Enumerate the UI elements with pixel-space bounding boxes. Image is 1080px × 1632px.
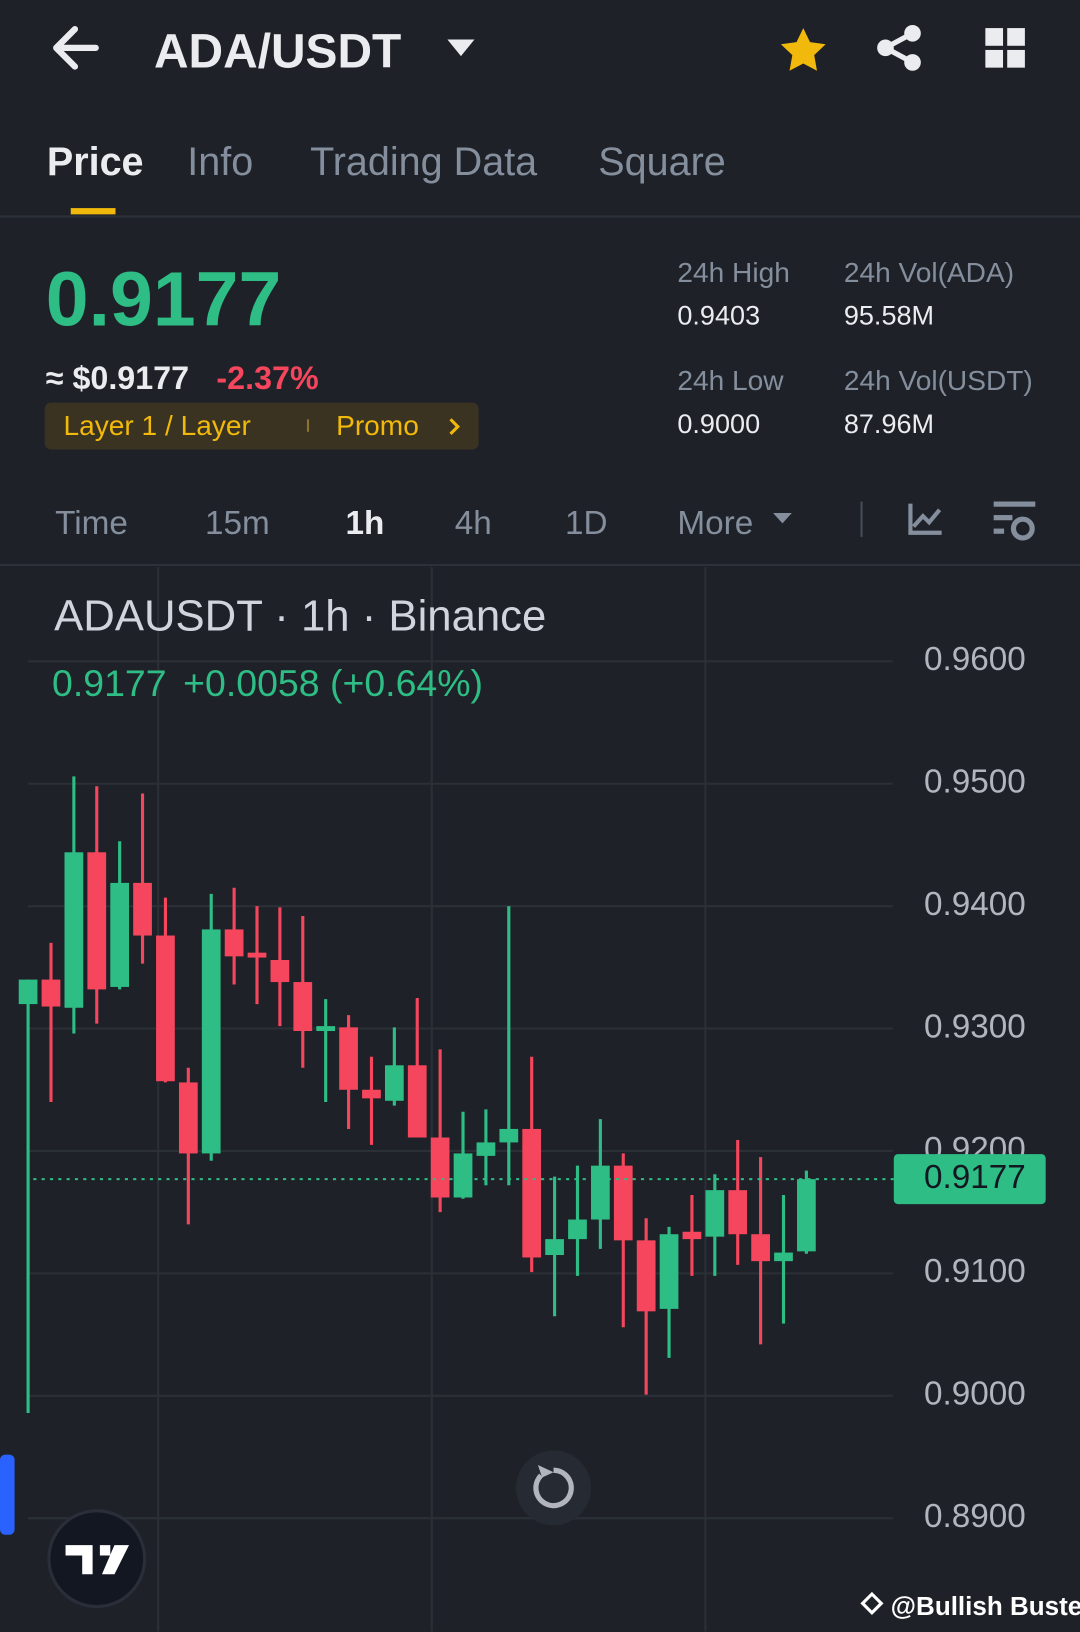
reset-arrow xyxy=(537,1465,554,1478)
candle-body xyxy=(247,952,267,958)
candle-body xyxy=(728,1190,748,1235)
interval[interactable]: 1D xyxy=(564,503,608,542)
candle-body xyxy=(201,929,221,1154)
interval[interactable]: More xyxy=(677,503,754,542)
candle-body xyxy=(110,882,130,987)
interval[interactable]: 4h xyxy=(454,503,492,542)
candle-body xyxy=(224,929,244,957)
candle-body xyxy=(362,1089,381,1099)
candle-body xyxy=(797,1179,816,1252)
usd-price: ≈ $0.9177 xyxy=(45,360,190,397)
tradingview-logo[interactable] xyxy=(47,1509,147,1609)
grid-icon[interactable] xyxy=(985,28,1025,68)
y-tick-label: 0.9500 xyxy=(924,764,1026,801)
candle-body xyxy=(133,882,152,936)
candle-body xyxy=(384,1065,404,1101)
candle-body xyxy=(705,1190,725,1237)
share-icon[interactable] xyxy=(877,24,921,71)
candle-body xyxy=(659,1234,679,1309)
settings-icon[interactable] xyxy=(993,501,1036,541)
interval[interactable]: 1h xyxy=(345,503,385,542)
indicator-icon[interactable] xyxy=(908,503,942,535)
stat-value: 95.58M xyxy=(843,299,935,331)
last-price-label: 0.9177 xyxy=(924,1159,1026,1196)
stat-label: 24h High xyxy=(677,257,790,289)
y-tick-label: 0.9600 xyxy=(924,641,1026,678)
tag-box[interactable] xyxy=(44,402,479,450)
dropdown-icon[interactable] xyxy=(447,39,475,57)
candle-body xyxy=(293,982,313,1032)
candle-body xyxy=(87,852,107,990)
star-icon[interactable] xyxy=(780,28,826,71)
tab[interactable]: Trading Data xyxy=(310,140,538,185)
stat-value: 87.96M xyxy=(843,407,935,440)
candle-body xyxy=(636,1240,656,1312)
pair-title[interactable]: ADA/USDT xyxy=(153,23,402,79)
candle-body xyxy=(545,1239,564,1256)
candle-body xyxy=(339,1027,358,1090)
price-change: -2.37% xyxy=(216,360,319,397)
tab-indicator xyxy=(70,208,116,215)
y-tick-label: 0.9000 xyxy=(924,1376,1026,1413)
vertical-grid xyxy=(157,567,707,1632)
stat-label: 24h Low xyxy=(677,365,784,397)
stat-value: 0.9403 xyxy=(677,299,761,331)
legend-change: +0.0058 (+0.64%) xyxy=(183,661,484,705)
candle-body xyxy=(430,1137,450,1198)
candle-body xyxy=(613,1165,633,1241)
watermark: @Bullish Buster xyxy=(890,1591,1080,1622)
candle-body xyxy=(64,852,84,1008)
reset-icon xyxy=(533,1467,574,1509)
last-price-tag xyxy=(893,1154,1046,1205)
stat-value: 0.9000 xyxy=(677,407,761,440)
side-tab[interactable] xyxy=(0,1454,15,1535)
candle-body xyxy=(774,1252,793,1262)
logo-glyph xyxy=(65,1545,130,1575)
last-price: 0.9177 xyxy=(45,255,282,343)
chart-title: ADAUSDT · 1h · Binance xyxy=(54,591,547,640)
candle-body xyxy=(41,979,61,1007)
y-tick-label: 0.9100 xyxy=(924,1253,1026,1290)
watermark-icon xyxy=(860,1591,884,1615)
y-tick-label: 0.8900 xyxy=(924,1498,1026,1535)
candle-body xyxy=(476,1142,496,1156)
tab[interactable]: Price xyxy=(46,140,144,185)
y-tick-label: 0.9400 xyxy=(924,886,1026,923)
candle-body xyxy=(316,1026,336,1032)
candle-body xyxy=(751,1234,770,1262)
candle-body xyxy=(178,1082,198,1154)
y-tick-label: 0.9300 xyxy=(924,1008,1026,1045)
legend-price: 0.9177 xyxy=(52,661,167,705)
candle-body xyxy=(591,1165,610,1220)
chevron-icon xyxy=(449,418,461,435)
tab[interactable]: Square xyxy=(598,140,726,185)
candle-body xyxy=(156,935,175,1082)
interval[interactable]: 15m xyxy=(204,503,270,542)
candle-body xyxy=(568,1219,587,1240)
candle-body xyxy=(407,1065,427,1138)
candle-body xyxy=(270,960,290,983)
stat-label: 24h Vol(USDT) xyxy=(843,365,1033,397)
stat-label: 24h Vol(ADA) xyxy=(843,257,1015,289)
tab[interactable]: Info xyxy=(187,140,254,185)
candle-body xyxy=(453,1153,473,1198)
tag[interactable]: Promo xyxy=(336,409,419,442)
candle-body xyxy=(18,979,38,1005)
candle-body xyxy=(682,1231,702,1240)
back-icon[interactable] xyxy=(53,26,99,70)
candle-body xyxy=(499,1128,519,1143)
candle-body xyxy=(522,1128,542,1258)
more-caret[interactable] xyxy=(773,512,792,524)
tag[interactable]: Layer 1 / Layer xyxy=(63,409,251,442)
interval[interactable]: Time xyxy=(55,503,128,542)
reset-button[interactable] xyxy=(516,1450,592,1526)
